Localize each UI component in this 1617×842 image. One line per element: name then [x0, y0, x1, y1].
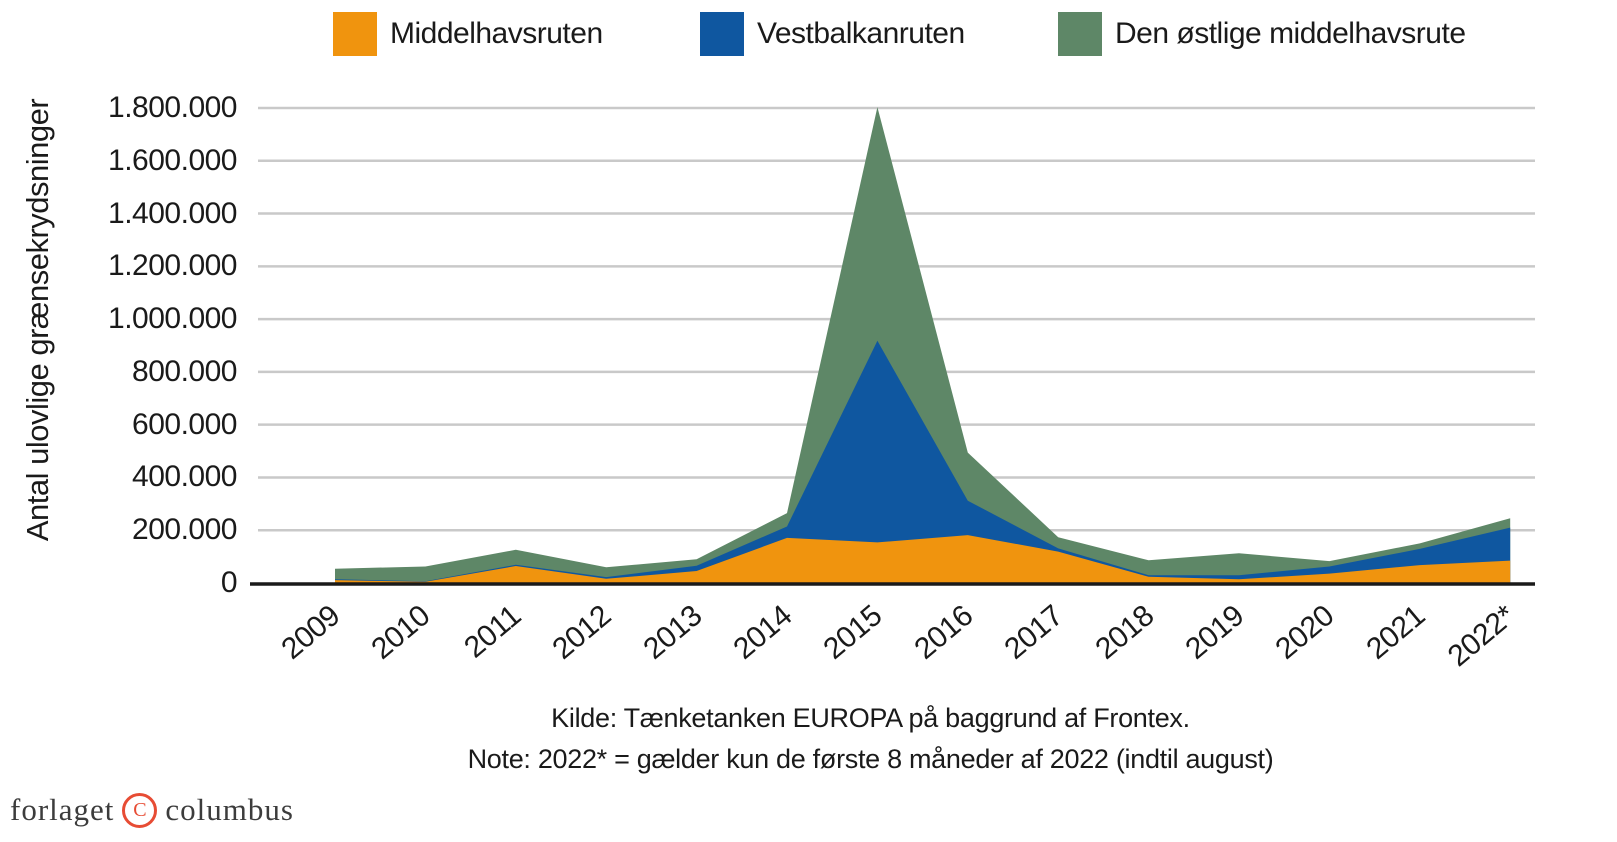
logo-text-forlaget: forlaget: [10, 792, 115, 827]
logo-c-letter: C: [133, 798, 147, 821]
legend-swatch-blue-icon: [700, 12, 744, 56]
y-tick-label: 1.400.000: [108, 196, 237, 230]
y-tick-label: 400.000: [132, 460, 237, 494]
caption-block: Kilde: Tænketanken EUROPA på baggrund af…: [62, 698, 1617, 780]
source-line: Kilde: Tænketanken EUROPA på baggrund af…: [551, 703, 1190, 733]
legend-item-vestbalkanruten: Vestbalkanruten: [700, 12, 965, 56]
copyright-c-icon: C: [122, 792, 158, 828]
note-line: Note: 2022* = gælder kun de første 8 mån…: [467, 744, 1274, 774]
legend-item-oestlige-middelhavsrute: Den østlige middelhavsrute: [1058, 12, 1466, 56]
publisher-logo: forlaget C columbus: [10, 792, 294, 828]
y-tick-label: 1.600.000: [108, 143, 237, 177]
y-tick-label: 1.200.000: [108, 249, 237, 283]
y-tick-label: 800.000: [132, 354, 237, 388]
area-1: [335, 340, 1511, 583]
logo-text-columbus: columbus: [165, 792, 294, 827]
y-tick-label: 1.800.000: [108, 91, 237, 124]
legend-label-vestbalkanruten: Vestbalkanruten: [757, 17, 965, 50]
legend-swatch-green-icon: [1058, 12, 1102, 56]
stacked-area-chart: [250, 106, 1535, 586]
area-2: [335, 107, 1511, 583]
y-tick-label: 0: [220, 566, 238, 599]
legend-label-oestlige-middelhavsrute: Den østlige middelhavsrute: [1115, 17, 1466, 50]
legend-swatch-orange-icon: [333, 12, 377, 56]
area-0: [335, 535, 1511, 583]
legend-label-middelhavsruten: Middelhavsruten: [390, 17, 603, 50]
y-tick-label: 600.000: [132, 407, 237, 441]
y-axis-title: Antal ulovlige grænsekrydsninger: [20, 98, 55, 542]
y-tick-label: 1.000.000: [108, 302, 237, 336]
y-tick-label: 200.000: [132, 513, 237, 547]
legend-item-middelhavsruten: Middelhavsruten: [333, 12, 603, 56]
